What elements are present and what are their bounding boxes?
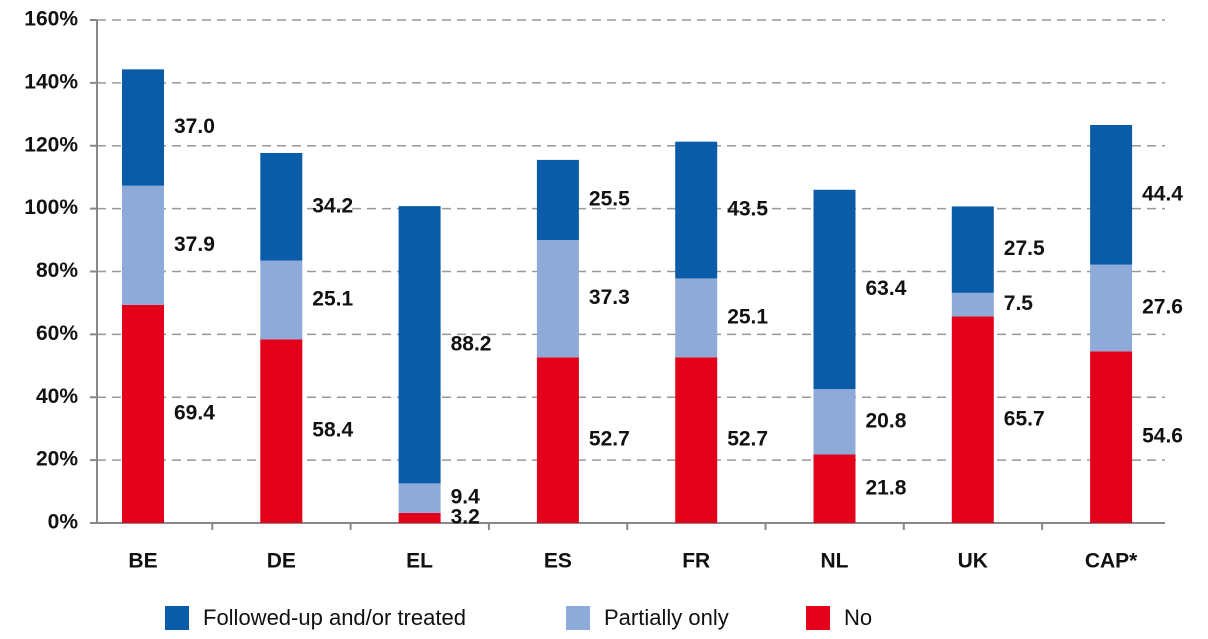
bar-segment: [260, 152, 303, 261]
value-label: 27.5: [1004, 237, 1045, 260]
value-label: 52.7: [727, 428, 768, 451]
bar-segment: [536, 159, 579, 241]
y-tick-label: 100%: [24, 196, 78, 219]
legend-label: No: [844, 605, 872, 630]
y-tick-label: 80%: [36, 259, 78, 282]
value-label: 20.8: [866, 409, 907, 432]
x-tick-label: CAP*: [1085, 550, 1138, 573]
value-label: 69.4: [174, 401, 215, 424]
y-tick-label: 60%: [36, 322, 78, 345]
value-label: 27.6: [1142, 296, 1183, 319]
legend-swatch: [566, 606, 590, 630]
x-tick-label: UK: [958, 550, 988, 573]
x-tick-label: DE: [267, 550, 296, 573]
bar-segment: [122, 69, 164, 186]
value-label: 54.6: [1142, 425, 1183, 448]
bar-segment: [122, 185, 164, 305]
value-label: 37.9: [174, 233, 215, 256]
value-label: 25.5: [589, 188, 630, 211]
y-tick-label: 20%: [36, 448, 78, 471]
value-label: 25.1: [312, 287, 353, 310]
value-label: 65.7: [1004, 407, 1045, 430]
bar-segment: [951, 206, 994, 293]
value-label: 3.2: [451, 506, 480, 529]
bar-segment: [675, 141, 718, 279]
y-tick-label: 120%: [24, 133, 78, 156]
bar-segment: [951, 292, 994, 317]
bar-segment: [1090, 264, 1133, 352]
bar-segment: [398, 512, 441, 523]
x-tick-label: ES: [544, 550, 572, 573]
bar-segment: [536, 240, 579, 358]
value-label: 58.4: [312, 419, 353, 442]
bar-segment: [260, 339, 303, 523]
legend-swatch: [165, 606, 189, 630]
bar-segment: [813, 189, 856, 390]
x-tick-label: BE: [128, 550, 157, 573]
bar-segment: [122, 304, 164, 523]
value-label: 43.5: [727, 198, 768, 221]
y-tick-label: 140%: [24, 70, 78, 93]
bar-segment: [675, 357, 718, 523]
bar-segment: [398, 206, 441, 484]
legend-label: Followed-up and/or treated: [203, 605, 466, 630]
value-label: 7.5: [1004, 292, 1034, 315]
value-label: 21.8: [866, 476, 907, 499]
bar-segment: [813, 389, 856, 455]
bar-segment: [398, 483, 441, 513]
y-tick-label: 160%: [24, 8, 78, 31]
bar-segment: [1090, 351, 1133, 523]
bar-segment: [813, 454, 856, 523]
value-label: 37.3: [589, 286, 630, 309]
bar-segment: [951, 316, 994, 523]
x-tick-label: NL: [821, 550, 849, 573]
y-tick-label: 40%: [36, 385, 78, 408]
legend-label: Partially only: [604, 605, 729, 630]
value-label: 52.7: [589, 428, 630, 451]
bar-segment: [536, 357, 579, 523]
value-label: 37.0: [174, 115, 215, 138]
bar-segment: [1090, 125, 1133, 265]
value-label: 63.4: [866, 277, 907, 300]
bar-segment: [260, 260, 303, 340]
bar-segment: [675, 278, 718, 358]
x-tick-label: EL: [406, 550, 433, 573]
value-label: 25.1: [727, 305, 768, 328]
value-label: 9.4: [451, 486, 481, 509]
value-label: 44.4: [1142, 182, 1183, 205]
x-tick-label: FR: [682, 550, 710, 573]
value-label: 34.2: [312, 194, 353, 217]
legend-swatch: [806, 606, 830, 630]
y-tick-label: 0%: [48, 511, 79, 534]
value-label: 88.2: [451, 332, 492, 355]
